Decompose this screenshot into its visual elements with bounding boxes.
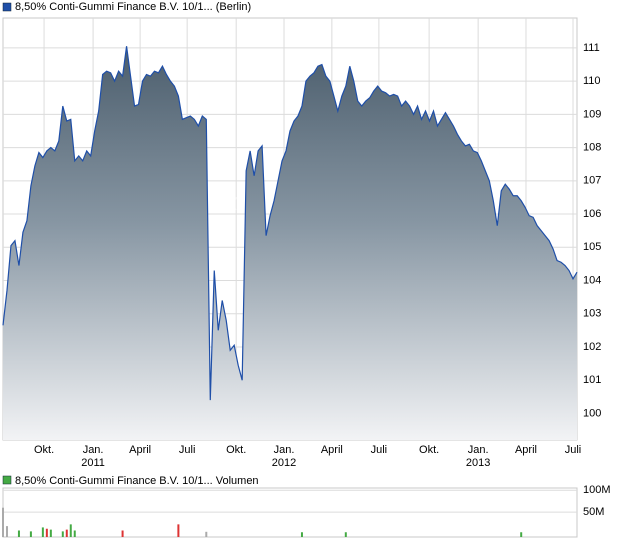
y-tick-label: 111 — [583, 42, 600, 54]
volume-bar — [5, 526, 8, 537]
x-tick-label: Okt. — [226, 444, 246, 456]
y-tick-label: 103 — [583, 308, 601, 320]
legend-swatch — [2, 2, 12, 12]
x-year-label: 2011 — [81, 457, 105, 469]
volume-bar — [205, 531, 208, 537]
x-tick-label: Juli — [179, 444, 196, 456]
y-tick-label: 107 — [583, 175, 601, 187]
line — [2, 46, 578, 401]
volume-bar — [17, 530, 20, 537]
volume-bar — [520, 532, 523, 537]
y-tick-label: 101 — [583, 374, 601, 386]
volume-bar — [121, 530, 124, 537]
volume-bar — [2, 507, 4, 537]
y-tick-label: 106 — [583, 208, 601, 220]
y-tick-label: 100M — [583, 484, 611, 496]
watermark: KT — [225, 194, 251, 214]
x-tick-label: Okt. — [34, 444, 54, 456]
volume-bar — [300, 532, 303, 537]
volume-bar — [45, 528, 48, 537]
x-year-label: 2012 — [272, 457, 296, 469]
volume-bar — [344, 532, 347, 537]
volume-bar — [73, 530, 76, 537]
x-tick-label: Jan. — [274, 444, 295, 456]
y-tick-label: 105 — [583, 241, 601, 253]
volume-bar — [49, 529, 52, 537]
area — [3, 46, 577, 441]
plots: 100 101 102 103 104 105 106 107 108 109 110 111 Okt.… — [2, 17, 611, 538]
x-tick-label: Juli — [371, 444, 388, 456]
x-tick-label: April — [129, 444, 151, 456]
volume-bar — [29, 531, 32, 537]
x-tick-label: Jan. — [468, 444, 489, 456]
y-tick-label: 102 — [583, 341, 601, 353]
volume-bar — [41, 527, 44, 537]
volume-bar — [61, 531, 64, 537]
y-tick-label: 109 — [583, 108, 601, 120]
x-tick-label: April — [515, 444, 537, 456]
x-tick-label: Jan. — [83, 444, 104, 456]
chart-title: 8,50% Conti-Gummi Finance B.V. 10/1... (… — [15, 1, 251, 13]
volume-title: 8,50% Conti-Gummi Finance B.V. 10/1... V… — [15, 475, 259, 487]
y-tick-label: 50M — [583, 506, 604, 518]
volume-bar — [177, 524, 180, 537]
y-tick-label: 100 — [583, 407, 601, 419]
x-tick-label: Juli — [565, 444, 582, 456]
y-tick-label: 104 — [583, 274, 601, 286]
x-tick-label: April — [321, 444, 343, 456]
volume-bar — [65, 529, 68, 537]
y-tick-label: 108 — [583, 141, 601, 153]
y-tick-label: 110 — [583, 75, 601, 87]
x-year-label: 2013 — [466, 457, 490, 469]
volume-bar — [69, 524, 72, 537]
legend-swatch — [2, 475, 12, 485]
x-tick-label: Okt. — [419, 444, 439, 456]
